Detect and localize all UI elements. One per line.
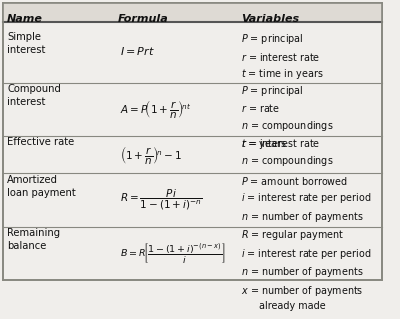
Text: Effective rate: Effective rate xyxy=(7,137,74,147)
Text: Formula: Formula xyxy=(118,14,169,24)
Text: $R$ = regular payment
$i$ = interest rate per period
$n$ = number of payments
$x: $R$ = regular payment $i$ = interest rat… xyxy=(241,228,371,311)
Text: $I = Prt$: $I = Prt$ xyxy=(120,45,155,57)
Text: Variables: Variables xyxy=(241,14,299,24)
Text: Remaining
balance: Remaining balance xyxy=(7,228,60,251)
FancyBboxPatch shape xyxy=(3,3,382,22)
FancyBboxPatch shape xyxy=(3,3,382,280)
Text: $\left(1+\dfrac{r}{n}\right)^{\!n}-1$: $\left(1+\dfrac{r}{n}\right)^{\!n}-1$ xyxy=(120,144,182,166)
Text: $P$ = principal
$r$ = rate
$n$ = compoundings
$t$ = years: $P$ = principal $r$ = rate $n$ = compoun… xyxy=(241,84,333,152)
Text: Amortized
loan payment: Amortized loan payment xyxy=(7,175,76,198)
Text: $r$ = interest rate
$n$ = compoundings: $r$ = interest rate $n$ = compoundings xyxy=(241,137,333,167)
Text: Name: Name xyxy=(7,14,43,24)
Text: $P$ = principal
$r$ = interest rate
$t$ = time in years: $P$ = principal $r$ = interest rate $t$ … xyxy=(241,32,323,81)
Text: Simple
interest: Simple interest xyxy=(7,32,46,56)
Text: $A = P\!\left(1+\dfrac{r}{n}\right)^{\!nt}$: $A = P\!\left(1+\dfrac{r}{n}\right)^{\!n… xyxy=(120,98,192,120)
Text: $R=\dfrac{Pi}{1-(1+i)^{-n}}$: $R=\dfrac{Pi}{1-(1+i)^{-n}}$ xyxy=(120,188,203,212)
Text: $P$ = amount borrowed
$i$ = interest rate per period
$n$ = number of payments: $P$ = amount borrowed $i$ = interest rat… xyxy=(241,175,371,224)
Text: $B=R\!\left[\dfrac{1-(1+i)^{-(n-x)}}{i}\right]$: $B=R\!\left[\dfrac{1-(1+i)^{-(n-x)}}{i}\… xyxy=(120,241,226,265)
Text: Compound
interest: Compound interest xyxy=(7,84,61,107)
